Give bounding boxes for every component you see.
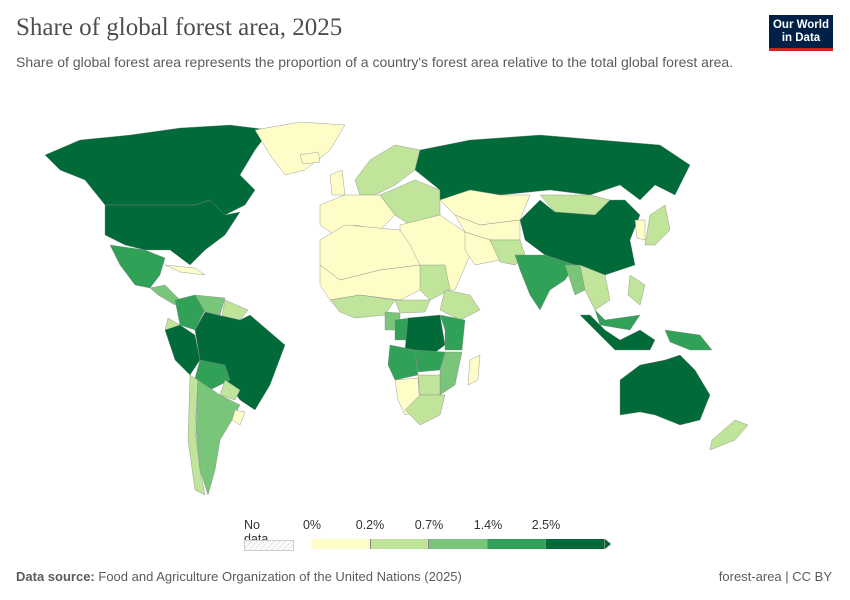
country-united-states[interactable] <box>104 199 241 266</box>
country-zambia[interactable] <box>414 349 446 373</box>
country-sahel[interactable] <box>319 264 431 301</box>
country-indonesia[interactable] <box>579 314 656 351</box>
source-label: Data source: <box>16 569 95 584</box>
country-uruguay[interactable] <box>231 409 246 426</box>
legend-tick: 0.7% <box>414 518 444 532</box>
country-south-africa[interactable] <box>404 394 446 426</box>
country-caribbean[interactable] <box>164 264 206 276</box>
country-mozambique[interactable] <box>439 351 463 396</box>
legend-tick: 0.2% <box>355 518 385 532</box>
legend-bin <box>546 539 605 549</box>
legend-color-bins <box>312 539 611 549</box>
country-iceland[interactable] <box>299 151 321 165</box>
no-data-swatch <box>244 540 294 551</box>
world-map[interactable] <box>0 110 850 510</box>
country-colombia[interactable] <box>174 294 206 331</box>
subtitle: Share of global forest area represents t… <box>16 54 734 70</box>
country-tanzania[interactable] <box>439 314 466 351</box>
country-mexico[interactable] <box>109 244 166 289</box>
country-india[interactable] <box>514 254 576 311</box>
country-argentina[interactable] <box>195 379 241 496</box>
country-peru[interactable] <box>164 324 201 376</box>
legend-arrow <box>604 539 611 549</box>
source-link[interactable]: Food and Agriculture Organization of the… <box>98 569 462 584</box>
legend-bin <box>487 539 546 549</box>
legend-bin <box>429 539 488 549</box>
data-source: Data source: Food and Agriculture Organi… <box>16 569 462 584</box>
country-russia[interactable] <box>414 134 691 201</box>
country-australia[interactable] <box>619 354 711 426</box>
country-japan[interactable] <box>644 204 671 246</box>
country-myanmar[interactable] <box>564 264 586 296</box>
country-canada[interactable] <box>44 124 271 216</box>
country-iran[interactable] <box>464 231 501 266</box>
country-greenland[interactable] <box>254 121 346 176</box>
license[interactable]: forest-area | CC BY <box>718 569 832 584</box>
country-uk[interactable] <box>329 169 346 196</box>
country-philippines[interactable] <box>627 274 646 306</box>
country-botswana[interactable] <box>417 374 441 396</box>
country-paraguay[interactable] <box>219 379 241 401</box>
legend-bin <box>312 539 371 549</box>
country-sudan[interactable] <box>419 264 451 301</box>
legend-bin <box>370 539 429 549</box>
legend-tick: 0% <box>302 518 322 532</box>
country-korea[interactable] <box>634 219 646 241</box>
page-title: Share of global forest area, 2025 <box>16 14 343 41</box>
legend-tick: 2.5% <box>531 518 561 532</box>
country-new-zealand[interactable] <box>709 419 749 451</box>
country-malaysia[interactable] <box>594 309 641 331</box>
country-southeast-asia[interactable] <box>579 264 611 311</box>
country-bolivia[interactable] <box>194 359 231 391</box>
country-ethiopia[interactable] <box>439 289 481 321</box>
country-central-african-republic[interactable] <box>394 299 431 314</box>
country-madagascar[interactable] <box>467 354 481 386</box>
country-venezuela[interactable] <box>194 294 226 316</box>
legend-tick: 1.4% <box>473 518 503 532</box>
country-angola[interactable] <box>387 344 419 381</box>
owid-logo[interactable]: Our World in Data <box>769 15 833 51</box>
country-papua-new-guinea[interactable] <box>664 329 713 351</box>
